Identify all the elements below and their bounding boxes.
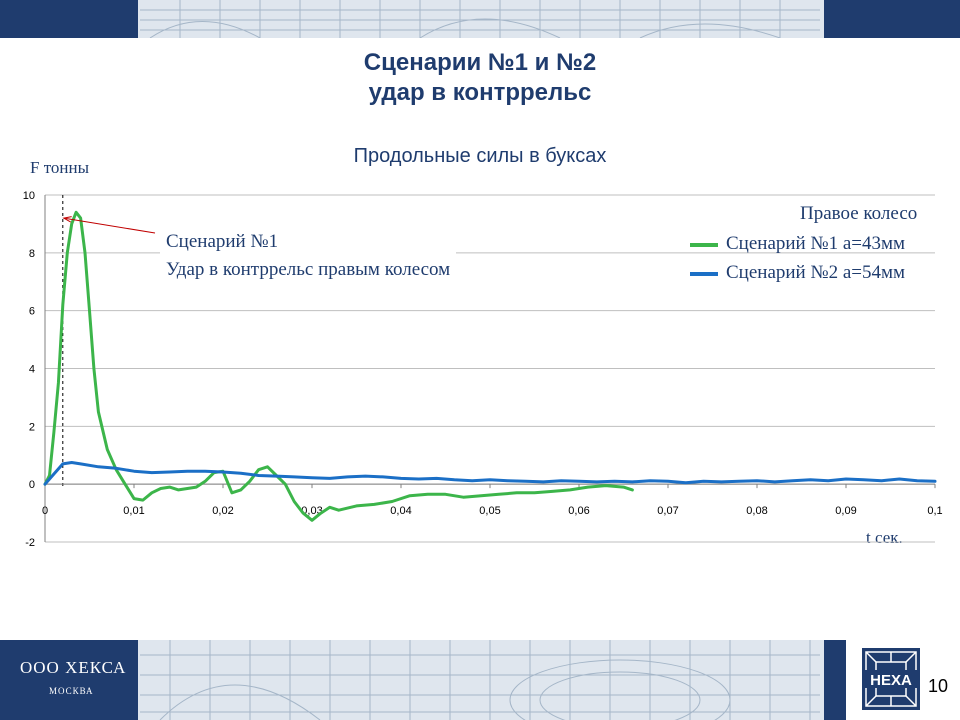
- series-line-2: [43, 461, 937, 486]
- annotation-box: Сценарий №1 Удар в контррельс правым кол…: [160, 226, 457, 286]
- y-tick-label: 8: [29, 248, 35, 260]
- hexa-logo: HEXA: [862, 648, 920, 710]
- x-tick-label: 0,06: [568, 505, 589, 517]
- x-tick-label: 0,01: [123, 505, 144, 517]
- x-tick-label: 0,09: [835, 505, 856, 517]
- footer-band: [0, 640, 960, 720]
- x-tick-label: 0,02: [212, 505, 233, 517]
- legend-label-series1: Сценарий №1 a=43мм: [726, 233, 906, 254]
- legend-title: Правое колесо: [800, 203, 918, 224]
- series-line-1: [43, 210, 634, 522]
- company-name: ООО ХЕКСА: [20, 658, 127, 677]
- slide-title-line1: Сценарии №1 и №2: [363, 49, 597, 76]
- annotation-line1: Сценарий №1: [166, 231, 279, 252]
- logo-text: HEXA: [870, 672, 912, 689]
- annotation-line2: Удар в контррельс правым колесом: [166, 259, 451, 280]
- y-tick-label: -2: [25, 537, 35, 549]
- slide-title: Сценарии №1 и №2 удар в контррельс: [0, 48, 960, 108]
- y-tick-label: 6: [29, 306, 35, 318]
- legend-item-series2: Сценарий №2 a=54мм: [690, 262, 905, 284]
- legend-swatch-series1: [690, 242, 718, 247]
- chart-title: Продольные силы в буксах: [353, 145, 607, 167]
- y-tick-label: 2: [29, 421, 35, 433]
- annotation-arrow-line: [63, 217, 156, 234]
- page-number: 10: [928, 676, 949, 696]
- y-tick-label: 0: [29, 479, 35, 491]
- slide-title-line2: удар в контррельс: [368, 79, 592, 106]
- legend-swatch-series2: [690, 271, 718, 276]
- company-city: МОСКВА: [49, 686, 94, 696]
- chart-series: [43, 210, 937, 522]
- annotation-arrow: [62, 216, 156, 234]
- x-tick-label: 0,04: [390, 505, 411, 517]
- y-axis-label: F тонны: [30, 158, 90, 177]
- legend-label-series2: Сценарий №2 a=54мм: [726, 262, 906, 283]
- legend-item-series1: Сценарий №1 a=43мм: [690, 233, 905, 255]
- chart-grid: [45, 194, 935, 543]
- annotation-arrow-head: [62, 216, 72, 223]
- x-tick-label: 0,08: [746, 505, 767, 517]
- y-tick-label: 10: [23, 190, 35, 202]
- y-tick-label: 4: [29, 364, 35, 376]
- x-tick-label: 0,07: [657, 505, 678, 517]
- x-tick-label: 0,1: [927, 505, 942, 517]
- x-tick-label: 0: [42, 505, 48, 517]
- x-tick-label: 0,05: [479, 505, 500, 517]
- header-band: [0, 0, 960, 38]
